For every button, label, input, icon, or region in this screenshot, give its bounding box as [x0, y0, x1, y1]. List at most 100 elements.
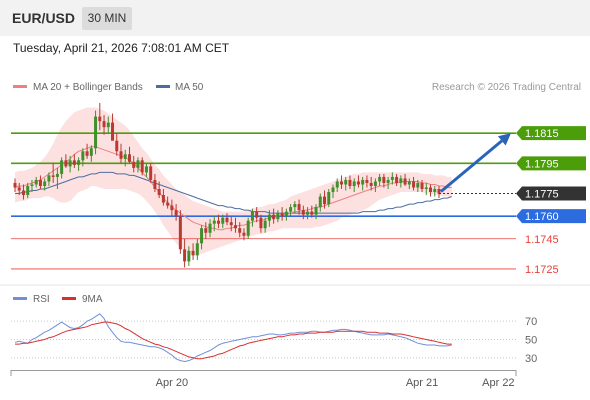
- candle-body: [51, 175, 55, 177]
- candle-body: [119, 151, 123, 159]
- candle-body: [60, 160, 64, 174]
- candle: [276, 210, 280, 223]
- level-label-1-1725: 1.1725: [525, 264, 559, 276]
- candle-body: [77, 160, 81, 165]
- candle-body: [157, 189, 161, 196]
- forecast-arrow-shaft: [440, 139, 503, 193]
- candle-body: [166, 202, 170, 206]
- candle-body: [144, 166, 148, 173]
- candle: [263, 217, 267, 233]
- candle: [369, 176, 373, 191]
- candle-body: [229, 222, 233, 226]
- candle-body: [318, 196, 322, 208]
- candle-body: [89, 148, 93, 156]
- level-label-1-1760: 1.1760: [516, 209, 586, 224]
- candle-body: [301, 210, 305, 215]
- candle-body: [255, 211, 259, 218]
- candle-body: [140, 160, 144, 173]
- candle-body: [344, 179, 348, 185]
- ma20-legend-label: MA 20 + Bollinger Bands: [33, 82, 143, 93]
- candle-body: [407, 181, 411, 185]
- candle-body: [170, 205, 174, 211]
- candle: [183, 238, 187, 268]
- candle: [250, 208, 254, 227]
- level-label-1-1815: 1.1815: [516, 126, 586, 141]
- candle-body: [276, 213, 280, 220]
- candle-body: [238, 228, 242, 233]
- candle-body: [111, 122, 115, 141]
- candle-body: [242, 232, 246, 236]
- candle-body: [297, 204, 301, 211]
- candle-body: [429, 187, 433, 193]
- candle: [395, 173, 399, 186]
- candle: [416, 179, 420, 193]
- candle-body: [272, 214, 276, 220]
- candle-body: [280, 213, 284, 217]
- forecast-arrow-head: [497, 133, 511, 146]
- candle-body: [361, 179, 365, 185]
- level-labels: 1.1815 1.1795 1.1775 1.1760 1.1745 1.1725: [516, 126, 586, 276]
- candle: [212, 216, 216, 232]
- candle: [301, 205, 305, 220]
- candle: [47, 172, 51, 186]
- ma9-legend-swatch: [62, 297, 76, 300]
- rsi-grid: 30 50 70: [11, 316, 537, 365]
- candle: [293, 201, 297, 214]
- candle: [403, 173, 407, 186]
- candle: [161, 189, 165, 206]
- candle-body: [34, 179, 38, 185]
- candle: [26, 182, 30, 199]
- candle: [153, 173, 157, 193]
- candle-body: [187, 250, 191, 262]
- level-label-box: [516, 186, 586, 201]
- candle-body: [68, 160, 72, 167]
- symbol-title: EUR/USD: [12, 10, 76, 26]
- candle: [174, 204, 178, 221]
- candle: [17, 182, 21, 196]
- candle-body: [382, 176, 386, 183]
- candle: [149, 163, 153, 183]
- level-label-text: 1.1795: [525, 158, 559, 170]
- candle-body: [284, 211, 288, 217]
- candle: [225, 213, 229, 226]
- level-label-1-1775: 1.1775: [516, 186, 586, 201]
- candle: [361, 176, 365, 191]
- candle: [144, 163, 148, 177]
- candle: [136, 157, 140, 173]
- candle: [378, 173, 382, 186]
- timeframe-button[interactable]: 30 MIN: [82, 7, 132, 30]
- candle-body: [339, 181, 343, 185]
- candle-body: [161, 195, 165, 203]
- candle-body: [331, 187, 335, 193]
- candle-body: [106, 122, 110, 128]
- candle: [437, 185, 441, 199]
- rsi-tick-label: 70: [525, 316, 537, 328]
- candle-body: [293, 204, 297, 208]
- candle-body: [348, 179, 352, 186]
- candle-body: [13, 182, 17, 188]
- candle-body: [43, 181, 47, 186]
- candle-body: [217, 220, 221, 224]
- candle-body: [289, 207, 293, 212]
- candle: [259, 214, 263, 233]
- candle: [356, 175, 360, 188]
- rsi-legend-swatch: [13, 297, 27, 300]
- x-tick-label: Apr 20: [156, 377, 188, 389]
- candle: [119, 143, 123, 164]
- candle-body: [420, 182, 424, 189]
- candle: [89, 145, 93, 162]
- candle-body: [64, 160, 68, 167]
- candle-body: [94, 116, 98, 149]
- candle-body: [378, 176, 382, 182]
- candle: [77, 157, 81, 171]
- candle-body: [259, 217, 263, 229]
- rsi-ma-line: [15, 321, 452, 360]
- candle-body: [395, 176, 399, 183]
- candle: [68, 155, 72, 173]
- candle: [429, 184, 433, 197]
- candle: [242, 228, 246, 241]
- candle: [339, 175, 343, 189]
- candle: [140, 157, 144, 176]
- level-label-box: [516, 156, 586, 171]
